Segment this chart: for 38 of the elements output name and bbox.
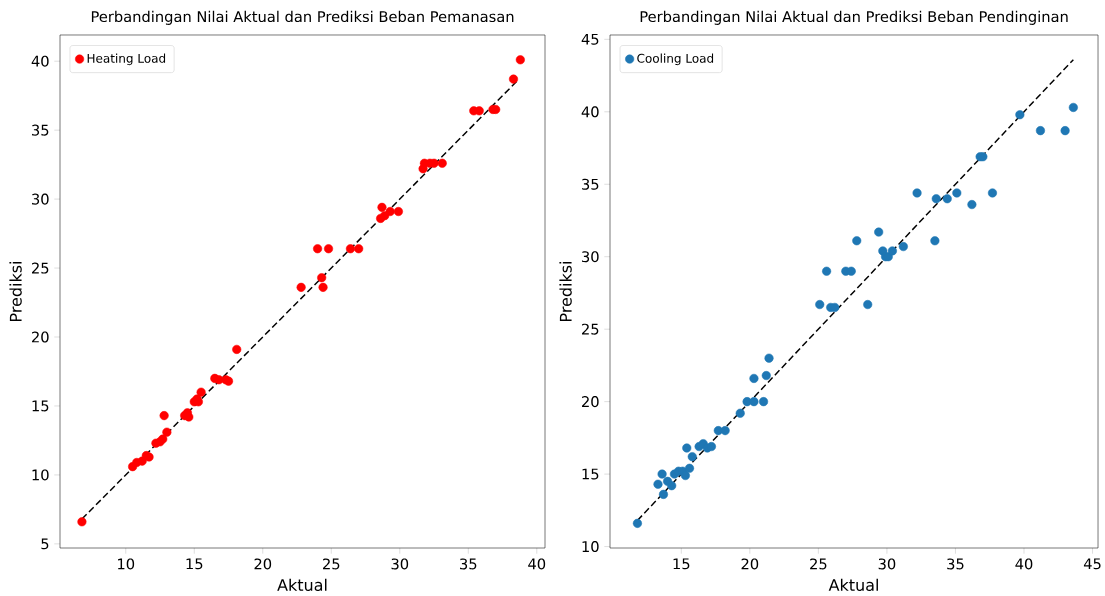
y-tick-label: 45 [581, 33, 599, 45]
y-tick-label: 20 [582, 396, 599, 408]
y-tick-label: 40 [581, 106, 599, 118]
x-tick-label: 35 [460, 558, 477, 570]
x-tick-label: 15 [186, 558, 203, 570]
y-tick-label: 10 [32, 469, 49, 481]
x-tick-label: 35 [947, 558, 964, 570]
legend-label: Cooling Load [637, 53, 714, 66]
y-tick-label: 30 [32, 193, 49, 205]
y-axis-title: Prediksi [9, 261, 22, 321]
x-tick-label: 20 [741, 558, 759, 570]
y-tick-label: 40 [31, 55, 49, 67]
x-tick-label: 40 [528, 558, 546, 570]
chart-title: Perbandingan Nilai Aktual dan Prediksi Beban Pendinginan [640, 10, 1068, 25]
x-tick-label: 25 [323, 558, 340, 570]
y-tick-label: 35 [32, 124, 49, 136]
x-tick-label: 40 [1015, 558, 1033, 570]
y-tick-label: 5 [41, 538, 49, 550]
y-tick-label: 25 [582, 323, 599, 335]
y-tick-label: 30 [582, 251, 599, 263]
x-tick-label: 20 [254, 558, 272, 570]
x-tick-label: 15 [673, 558, 690, 570]
y-tick-label: 15 [32, 400, 49, 412]
chart-title: Perbandingan Nilai Aktual dan Prediksi Beban Pemanasan [91, 10, 514, 25]
x-tick-label: 30 [878, 558, 896, 570]
y-tick-label: 10 [582, 541, 599, 553]
x-tick-label: 10 [118, 558, 135, 570]
y-tick-label: 20 [32, 331, 49, 343]
x-tick-label: 25 [810, 558, 827, 570]
y-tick-label: 35 [582, 178, 599, 190]
x-tick-label: 45 [1083, 558, 1101, 570]
x-axis-title: Aktual [828, 578, 878, 592]
y-tick-label: 15 [582, 468, 599, 480]
y-tick-label: 25 [32, 262, 49, 274]
y-axis-title: Prediksi [559, 261, 572, 321]
x-tick-label: 30 [391, 558, 409, 570]
x-axis-title: Aktual [277, 578, 327, 592]
legend-label: Heating Load [87, 53, 166, 66]
